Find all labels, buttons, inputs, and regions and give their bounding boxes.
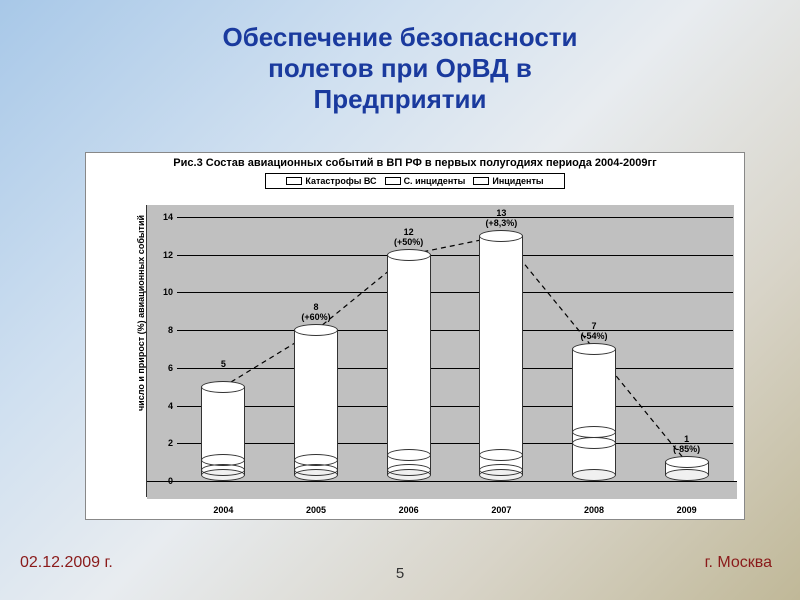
- bar-value-label: 1(-85%): [657, 434, 717, 455]
- gridline: [177, 443, 733, 444]
- legend-item: Инциденты: [473, 176, 543, 186]
- y-tick-label: 2: [149, 438, 173, 448]
- legend-label: С. инциденты: [404, 176, 466, 186]
- plot-inner: 024681012142004520058(+60%)200612(+50%)2…: [177, 217, 733, 481]
- bar-value-label: 7(-54%): [564, 321, 624, 342]
- bar-cylinder: [665, 456, 709, 481]
- bar-cylinder: [479, 230, 523, 481]
- bar-cylinder: [201, 381, 245, 481]
- gridline: [177, 481, 733, 482]
- x-tick-label: 2004: [193, 505, 253, 515]
- gridline: [177, 217, 733, 218]
- x-tick-label: 2009: [657, 505, 717, 515]
- y-tick-label: 6: [149, 363, 173, 373]
- title-line-3: Предприятии: [0, 84, 800, 115]
- gridline: [177, 406, 733, 407]
- chart-legend: Катастрофы ВС С. инциденты Инциденты: [265, 173, 565, 189]
- bar-value-label: 12(+50%): [379, 227, 439, 248]
- y-tick-label: 14: [149, 212, 173, 222]
- legend-label: Катастрофы ВС: [305, 176, 376, 186]
- y-tick-label: 8: [149, 325, 173, 335]
- chart-panel: Рис.3 Состав авиационных событий в ВП РФ…: [85, 152, 745, 520]
- y-tick-label: 0: [149, 476, 173, 486]
- slide-number: 5: [396, 565, 404, 582]
- title-line-1: Обеспечение безопасности: [0, 22, 800, 53]
- trend-line: [177, 217, 733, 481]
- chart-title: Рис.3 Состав авиационных событий в ВП РФ…: [86, 153, 744, 171]
- bar-cylinder: [387, 249, 431, 481]
- bar-value-label: 13(+8,3%): [471, 208, 531, 229]
- gridline: [177, 255, 733, 256]
- legend-swatch: [286, 177, 302, 185]
- legend-item: С. инциденты: [385, 176, 466, 186]
- gridline: [177, 368, 733, 369]
- y-tick-label: 12: [149, 250, 173, 260]
- bar-value-label: 8(+60%): [286, 302, 346, 323]
- x-tick-label: 2008: [564, 505, 624, 515]
- legend-swatch: [385, 177, 401, 185]
- footer-city: г. Москва: [705, 554, 772, 572]
- legend-swatch: [473, 177, 489, 185]
- legend-label: Инциденты: [492, 176, 543, 186]
- x-tick-label: 2007: [471, 505, 531, 515]
- gridline: [177, 292, 733, 293]
- bar-cylinder: [572, 343, 616, 481]
- y-tick-label: 4: [149, 401, 173, 411]
- bar-cylinder: [294, 324, 338, 481]
- plot-floor: [147, 481, 737, 499]
- y-tick-label: 10: [149, 287, 173, 297]
- x-tick-label: 2006: [379, 505, 439, 515]
- legend-item: Катастрофы ВС: [286, 176, 376, 186]
- gridline: [177, 330, 733, 331]
- y-axis-label: число и прирост (%) авиационных событий: [136, 215, 146, 411]
- slide-title: Обеспечение безопасности полетов при ОрВ…: [0, 0, 800, 116]
- title-line-2: полетов при ОрВД в: [0, 53, 800, 84]
- footer-date: 02.12.2009 г.: [20, 554, 113, 572]
- x-tick-label: 2005: [286, 505, 346, 515]
- bar-value-label: 5: [193, 359, 253, 369]
- plot-area: 024681012142004520058(+60%)200612(+50%)2…: [146, 205, 734, 497]
